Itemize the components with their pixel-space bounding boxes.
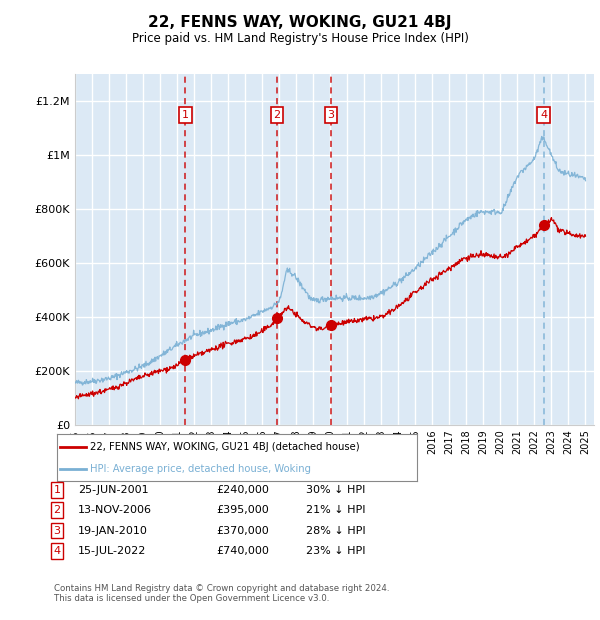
Text: HPI: Average price, detached house, Woking: HPI: Average price, detached house, Woki…: [90, 464, 311, 474]
Text: 2: 2: [53, 505, 61, 515]
Text: 13-NOV-2006: 13-NOV-2006: [78, 505, 152, 515]
Text: 1: 1: [53, 485, 61, 495]
Text: £740,000: £740,000: [216, 546, 269, 556]
Text: 21% ↓ HPI: 21% ↓ HPI: [306, 505, 365, 515]
Text: 4: 4: [53, 546, 61, 556]
Text: 30% ↓ HPI: 30% ↓ HPI: [306, 485, 365, 495]
Text: 25-JUN-2001: 25-JUN-2001: [78, 485, 149, 495]
Text: 23% ↓ HPI: 23% ↓ HPI: [306, 546, 365, 556]
Text: Price paid vs. HM Land Registry's House Price Index (HPI): Price paid vs. HM Land Registry's House …: [131, 32, 469, 45]
Text: 1: 1: [182, 110, 189, 120]
Text: 28% ↓ HPI: 28% ↓ HPI: [306, 526, 365, 536]
Text: 3: 3: [53, 526, 61, 536]
Text: 15-JUL-2022: 15-JUL-2022: [78, 546, 146, 556]
Text: £240,000: £240,000: [216, 485, 269, 495]
Text: 2: 2: [274, 110, 281, 120]
Text: 19-JAN-2010: 19-JAN-2010: [78, 526, 148, 536]
Text: Contains HM Land Registry data © Crown copyright and database right 2024.
This d: Contains HM Land Registry data © Crown c…: [54, 584, 389, 603]
Text: £395,000: £395,000: [216, 505, 269, 515]
Text: 22, FENNS WAY, WOKING, GU21 4BJ: 22, FENNS WAY, WOKING, GU21 4BJ: [148, 16, 452, 30]
Text: 3: 3: [328, 110, 335, 120]
Text: £370,000: £370,000: [216, 526, 269, 536]
Text: 22, FENNS WAY, WOKING, GU21 4BJ (detached house): 22, FENNS WAY, WOKING, GU21 4BJ (detache…: [90, 442, 359, 452]
Text: 4: 4: [540, 110, 547, 120]
